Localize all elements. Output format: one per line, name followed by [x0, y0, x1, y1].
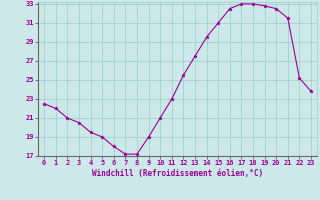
X-axis label: Windchill (Refroidissement éolien,°C): Windchill (Refroidissement éolien,°C) [92, 169, 263, 178]
